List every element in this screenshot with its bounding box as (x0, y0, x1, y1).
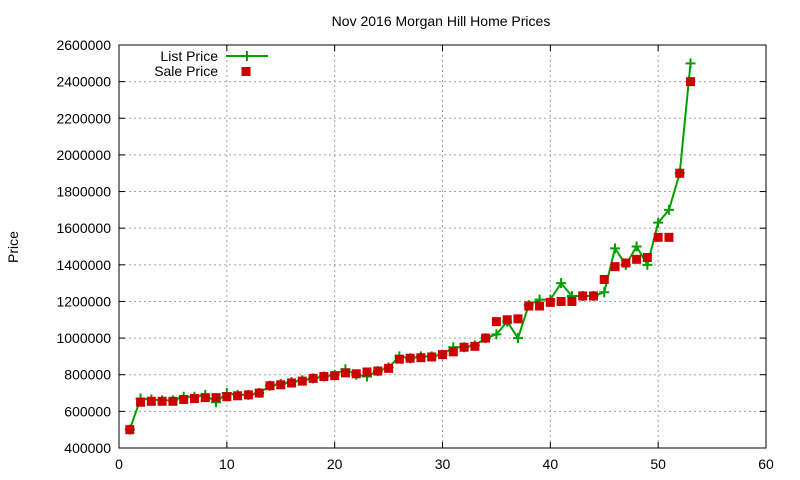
data-point-list-price (610, 243, 621, 254)
data-point-list-price (599, 287, 610, 298)
y-tick-label: 2600000 (56, 37, 111, 53)
data-point-sale-price (470, 341, 480, 351)
data-point-sale-price (556, 296, 566, 306)
y-tick-label: 1000000 (56, 330, 111, 346)
data-point-sale-price (686, 77, 696, 87)
data-point-sale-price (308, 373, 318, 383)
data-point-sale-price (438, 350, 447, 360)
data-point-sale-price (125, 425, 135, 435)
y-tick-label: 600000 (64, 403, 111, 419)
series-layer (124, 58, 696, 435)
data-point-sale-price (513, 314, 523, 324)
legend: List Price Sale Price (154, 48, 268, 79)
legend-label-list-price: List Price (160, 48, 218, 64)
data-point-sale-price (384, 363, 394, 373)
data-point-list-price (685, 58, 696, 69)
data-point-sale-price (254, 388, 264, 398)
data-point-sale-price (632, 254, 642, 264)
data-point-sale-price (588, 291, 598, 301)
data-point-sale-price (287, 378, 297, 388)
data-point-sale-price (481, 333, 491, 343)
data-point-sale-price (524, 301, 534, 311)
x-tick-label: 0 (115, 456, 123, 472)
data-point-list-price (512, 333, 523, 344)
data-point-sale-price (599, 274, 609, 284)
data-point-list-price (663, 204, 674, 215)
y-tick-label: 1600000 (56, 220, 111, 236)
x-tick-label: 30 (435, 456, 451, 472)
data-point-sale-price (642, 252, 652, 262)
data-point-sale-price (297, 376, 307, 386)
y-tick-label: 1800000 (56, 184, 111, 200)
data-point-sale-price (373, 366, 383, 376)
y-tick-label: 2000000 (56, 147, 111, 163)
data-point-sale-price (664, 232, 674, 242)
legend-label-sale-price: Sale Price (154, 63, 218, 79)
y-tick-label: 2200000 (56, 110, 111, 126)
data-point-sale-price (427, 352, 437, 362)
data-point-sale-price (179, 394, 189, 404)
x-tick-label: 50 (650, 456, 666, 472)
data-point-list-price (556, 278, 567, 289)
data-point-sale-price (233, 391, 243, 401)
data-point-sale-price (168, 396, 178, 406)
data-point-sale-price (319, 372, 329, 382)
x-tick-label: 60 (758, 456, 774, 472)
data-point-sale-price (136, 397, 146, 407)
x-tick-label: 10 (219, 456, 235, 472)
data-point-sale-price (459, 342, 469, 352)
y-axis-label: Price (5, 231, 21, 263)
data-point-sale-price (362, 367, 372, 377)
data-point-sale-price (653, 232, 663, 242)
data-point-sale-price (211, 393, 221, 403)
data-point-sale-price (610, 262, 620, 272)
legend-marker-sale-price (241, 67, 251, 76)
data-point-sale-price (340, 368, 350, 378)
data-point-sale-price (405, 353, 415, 363)
y-tick-label: 1400000 (56, 257, 111, 273)
data-point-sale-price (448, 347, 458, 357)
data-point-list-price (653, 217, 664, 228)
data-point-list-price (631, 241, 642, 252)
data-point-sale-price (578, 291, 588, 301)
data-point-sale-price (189, 394, 199, 404)
data-point-sale-price (265, 381, 275, 391)
data-point-sale-price (621, 258, 631, 268)
y-tick-label: 1200000 (56, 293, 111, 309)
data-point-sale-price (222, 392, 232, 402)
data-point-sale-price (675, 168, 685, 178)
y-tick-label: 400000 (64, 440, 111, 456)
data-point-sale-price (535, 301, 545, 311)
data-point-sale-price (567, 296, 577, 306)
data-point-list-price (491, 329, 502, 340)
data-point-sale-price (491, 317, 501, 327)
data-point-sale-price (146, 396, 156, 406)
data-point-sale-price (545, 297, 555, 307)
x-tick-label: 40 (543, 456, 559, 472)
data-point-sale-price (394, 354, 404, 364)
axis-ticks: 400000 600000 800000 1000000 1200000 1400000 1… (56, 37, 774, 472)
data-point-sale-price (330, 371, 340, 381)
data-point-sale-price (157, 396, 167, 406)
y-tick-label: 800000 (64, 367, 111, 383)
y-tick-label: 2400000 (56, 74, 111, 90)
chart-title: Nov 2016 Morgan Hill Home Prices (332, 13, 551, 29)
data-point-sale-price (351, 369, 361, 379)
legend-marker-list-price (242, 51, 252, 61)
data-point-sale-price (243, 390, 253, 400)
x-tick-label: 20 (327, 456, 343, 472)
data-point-sale-price (200, 393, 210, 403)
grid-lines (119, 45, 766, 448)
data-point-sale-price (416, 353, 426, 363)
data-point-sale-price (276, 380, 286, 390)
data-point-sale-price (502, 315, 512, 325)
